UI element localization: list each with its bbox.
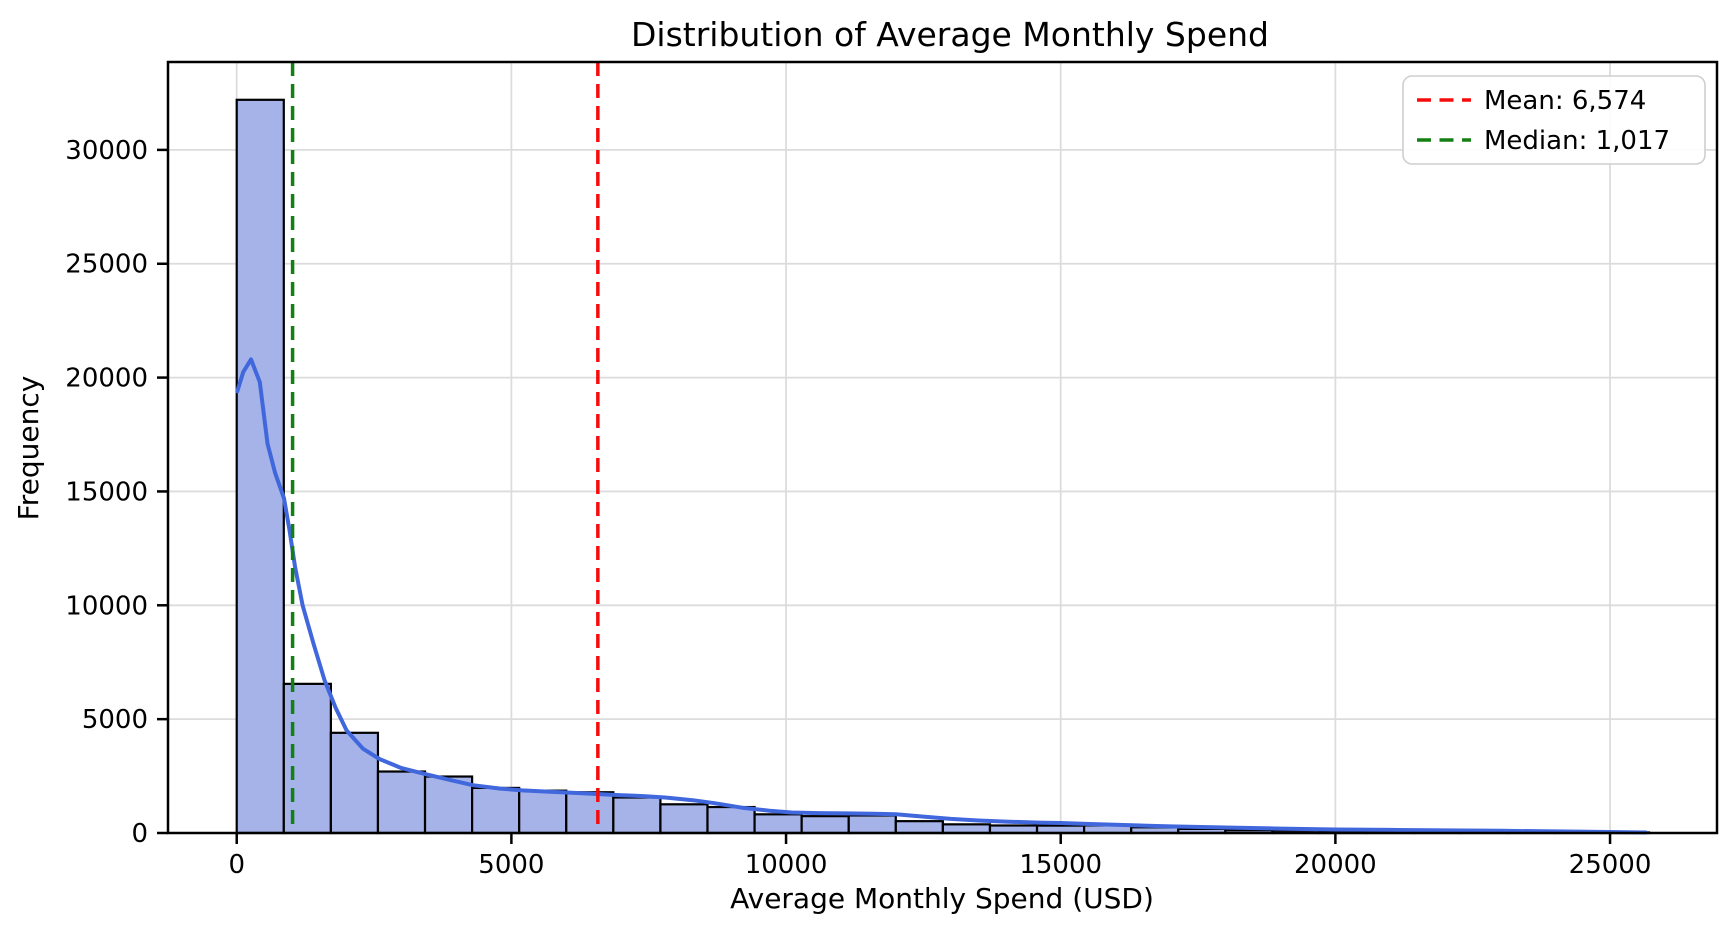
histogram-bar bbox=[565, 791, 615, 835]
histogram-bar bbox=[659, 803, 709, 835]
x-tick-label: 20000 bbox=[1294, 850, 1377, 880]
x-axis-label: Average Monthly Spend (USD) bbox=[730, 882, 1154, 915]
x-tick-label: 5000 bbox=[478, 850, 544, 880]
x-tick-label: 0 bbox=[228, 850, 245, 880]
legend-mean-label: Mean: 6,574 bbox=[1484, 86, 1646, 116]
histogram-bar bbox=[235, 98, 285, 835]
y-axis-label: Frequency bbox=[12, 376, 45, 521]
x-tick-label: 25000 bbox=[1569, 850, 1652, 880]
plot-border bbox=[166, 60, 1719, 835]
histogram-bar bbox=[612, 796, 662, 835]
x-tick-label: 10000 bbox=[745, 850, 828, 880]
kde-curve-layer bbox=[235, 357, 1648, 835]
histogram-bar bbox=[753, 813, 803, 835]
histogram-bar bbox=[847, 814, 897, 835]
histogram-bar bbox=[471, 786, 521, 835]
legend-median-label: Median: 1,017 bbox=[1484, 126, 1670, 156]
legend-box bbox=[1402, 75, 1706, 165]
gridlines-layer bbox=[168, 62, 1717, 834]
y-tick-label: 20000 bbox=[65, 364, 148, 394]
x-tick-label: 15000 bbox=[1019, 850, 1102, 880]
y-tick-label: 25000 bbox=[65, 250, 148, 280]
legend: Mean: 6,574 Median: 1,017 bbox=[1402, 75, 1706, 165]
histogram-bars-layer bbox=[235, 98, 1651, 835]
histogram-bar bbox=[518, 789, 568, 835]
histogram-bar bbox=[894, 820, 944, 835]
histogram-bar bbox=[800, 815, 850, 835]
histogram-bar bbox=[329, 731, 380, 835]
histogram-bar bbox=[706, 805, 756, 835]
y-tick-label: 5000 bbox=[82, 705, 148, 735]
reference-lines-layer bbox=[290, 62, 600, 833]
axes-layer: 0 5000 10000 15000 20000 25000 0 5000 10000 15000… bbox=[65, 60, 1719, 880]
y-tick-label: 15000 bbox=[65, 477, 148, 507]
kde-curve bbox=[235, 357, 1648, 835]
histogram-bar bbox=[376, 770, 427, 835]
histogram-bar bbox=[941, 823, 992, 835]
y-tick-label: 10000 bbox=[65, 591, 148, 621]
chart-title: Distribution of Average Monthly Spend bbox=[631, 15, 1269, 54]
y-tick-label: 30000 bbox=[65, 136, 148, 166]
y-tick-label: 0 bbox=[131, 819, 148, 849]
